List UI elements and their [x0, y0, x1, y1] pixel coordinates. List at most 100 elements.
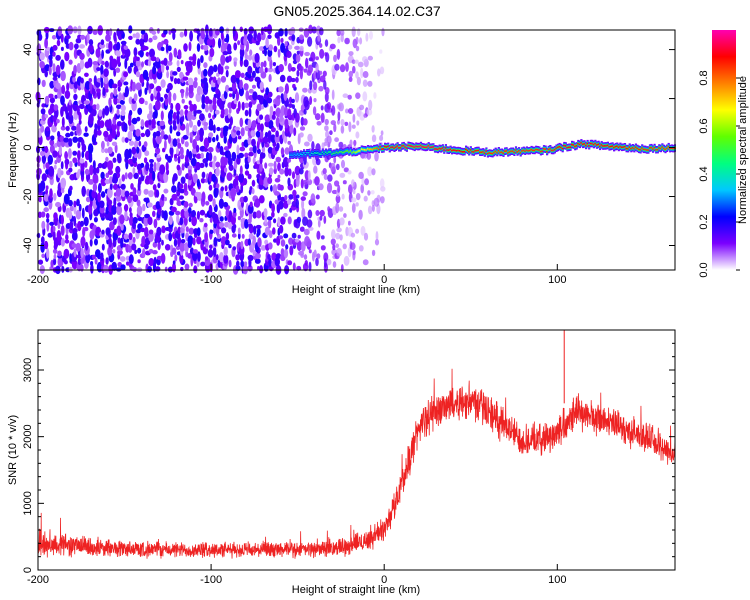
noise-cell: [128, 232, 133, 241]
noise-cell: [191, 215, 198, 227]
colorbar-ticks: 0.00.20.40.60.8: [698, 70, 740, 278]
ridge-cell: [524, 150, 527, 152]
noise-cell: [308, 226, 314, 231]
ridge-cell: [491, 152, 494, 155]
ridge-cell: [342, 151, 345, 154]
ridge-cell: [354, 151, 357, 154]
noise-cell: [36, 155, 41, 164]
noise-cell: [235, 185, 240, 193]
ridge-cell: [365, 149, 368, 151]
noise-cell: [224, 65, 230, 70]
noise-cell: [287, 108, 292, 119]
noise-cell: [88, 78, 93, 83]
noise-cell: [243, 83, 249, 91]
ridge-cell: [460, 150, 463, 153]
spectrogram-ytick-label: 0: [22, 144, 34, 150]
noise-cell: [50, 259, 54, 268]
ridge-cell: [313, 152, 317, 154]
noise-cell: [355, 193, 361, 201]
noise-cell: [188, 216, 192, 223]
noise-cell: [164, 93, 168, 100]
ridge-cell: [589, 142, 592, 145]
noise-cell: [111, 141, 118, 146]
noise-cell: [340, 29, 345, 36]
noise-cell: [356, 120, 360, 126]
noise-cell: [194, 191, 201, 197]
noise-cell: [245, 90, 250, 101]
noise-cell: [358, 209, 363, 220]
noise-cell: [255, 210, 262, 219]
ridge-cell: [552, 149, 555, 152]
noise-cell: [45, 212, 50, 219]
ridge-cell: [561, 147, 564, 150]
noise-cell: [211, 211, 216, 220]
noise-cell: [377, 68, 381, 77]
ridge-cell: [493, 151, 496, 154]
noise-cell: [98, 109, 103, 117]
noise-cell: [117, 249, 123, 256]
snr-xtick-label: 100: [548, 574, 566, 586]
noise-cell: [215, 28, 220, 36]
noise-cell: [68, 41, 74, 51]
noise-cell: [300, 178, 304, 189]
noise-cell: [348, 70, 353, 78]
noise-cell: [172, 92, 177, 101]
noise-cell: [247, 136, 252, 146]
noise-cell: [302, 118, 308, 126]
noise-cell: [343, 167, 349, 173]
noise-cell: [342, 180, 347, 185]
ridge-cell: [577, 142, 580, 145]
noise-cell: [362, 79, 368, 87]
noise-cell: [227, 222, 233, 230]
noise-cell: [247, 54, 253, 61]
noise-cell: [356, 76, 361, 86]
noise-cell: [291, 200, 297, 207]
noise-cell: [101, 49, 104, 59]
ridge-cell: [391, 146, 394, 148]
noise-cell: [38, 196, 42, 203]
noise-cell: [183, 43, 188, 52]
noise-cell: [112, 157, 117, 163]
noise-cell: [280, 248, 285, 257]
noise-cell: [268, 167, 274, 176]
noise-cell: [149, 159, 154, 163]
ridge-cell: [465, 148, 468, 151]
ridge-cell: [435, 148, 438, 150]
noise-cell: [176, 60, 180, 67]
noise-cell: [287, 103, 294, 108]
noise-cell: [83, 216, 89, 227]
noise-cell: [108, 176, 113, 185]
noise-cell: [335, 194, 341, 204]
noise-cell: [41, 103, 46, 108]
ridge-cell: [558, 145, 561, 148]
noise-cell: [137, 107, 143, 116]
noise-cell: [251, 188, 255, 195]
noise-cell: [186, 148, 190, 158]
noise-cell: [64, 158, 70, 166]
ridge-cell: [528, 149, 532, 152]
ridge-cell: [525, 149, 528, 151]
noise-cell: [152, 131, 157, 139]
noise-cell: [212, 76, 217, 83]
noise-cell: [240, 127, 245, 137]
noise-cell: [95, 81, 101, 88]
noise-cell: [288, 168, 292, 176]
noise-cell: [163, 38, 169, 45]
noise-cell: [40, 125, 45, 133]
noise-cell: [228, 55, 232, 62]
ridge-cell: [602, 145, 605, 147]
noise-cell: [239, 165, 243, 175]
noise-cell: [326, 135, 332, 145]
noise-cell: [147, 216, 153, 226]
noise-cell: [287, 63, 292, 72]
noise-cell: [248, 101, 253, 109]
ridge-cell: [641, 147, 644, 149]
noise-cell: [289, 123, 294, 135]
noise-cell: [208, 65, 214, 75]
noise-cell: [277, 174, 281, 179]
noise-cell: [149, 48, 155, 58]
noise-cell: [291, 232, 297, 239]
noise-cell: [119, 29, 124, 35]
noise-cell: [236, 144, 240, 156]
